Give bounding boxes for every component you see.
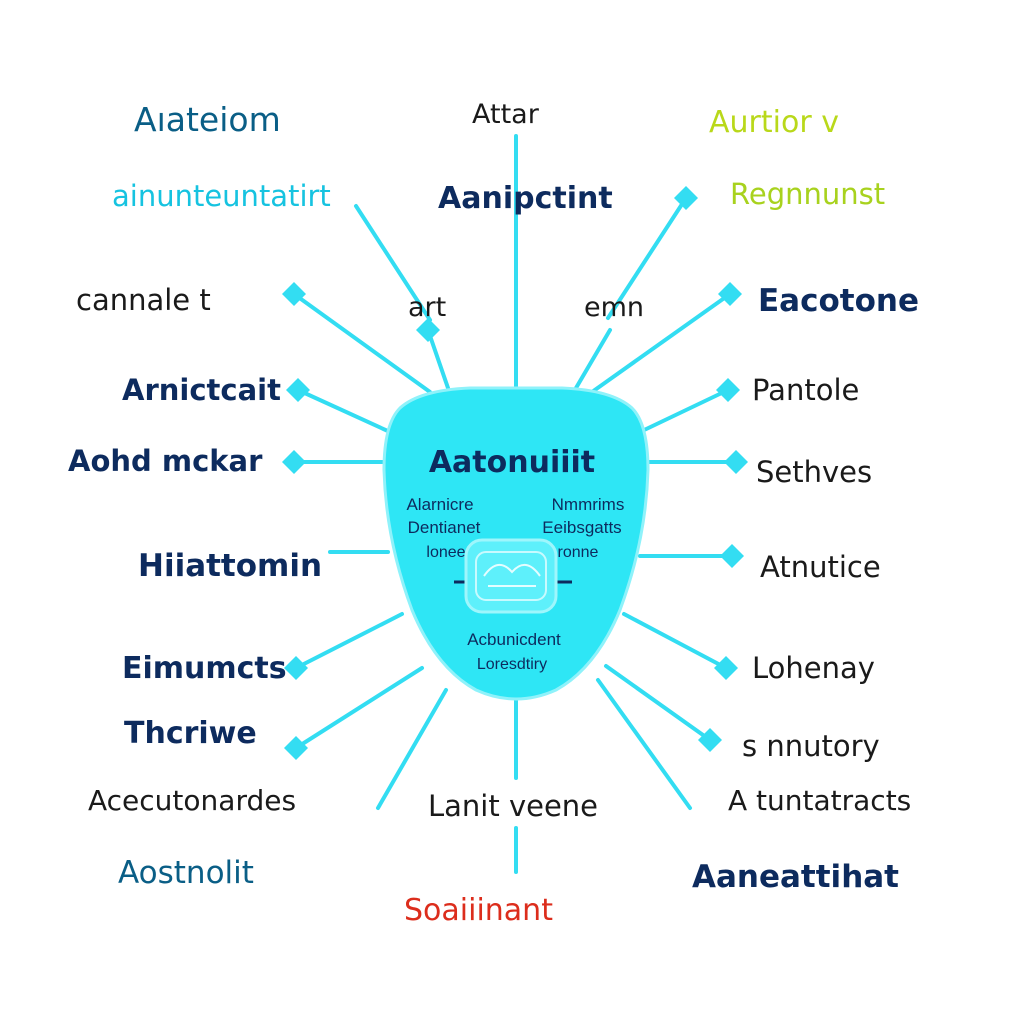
node-label: Regnnunst xyxy=(730,177,885,211)
diamond-marker-icon xyxy=(724,450,748,474)
central-hub: Aatonuiiit Alarnicre Dentianet lonee Nmm… xyxy=(382,386,650,701)
diamond-marker-icon xyxy=(284,656,308,680)
node-label: A tuntatracts xyxy=(728,784,911,817)
connector-art xyxy=(426,328,450,390)
connector-arnictcait xyxy=(296,388,392,434)
node-label: Aıateiom xyxy=(134,100,281,139)
diamond-marker-icon xyxy=(714,656,738,680)
diamond-marker-icon xyxy=(284,736,308,760)
diamond-marker-icon xyxy=(718,282,742,306)
diamond-marker-icon xyxy=(674,186,698,210)
connector-lower-right xyxy=(596,678,692,810)
node-label: Lanit veene xyxy=(428,789,598,823)
diamond-marker-icon xyxy=(720,544,744,568)
node-label: art xyxy=(408,292,446,323)
connector-thcriwe xyxy=(294,666,424,750)
node-label: Aostnolit xyxy=(118,855,254,891)
node-label: Aurtior v xyxy=(709,105,839,140)
node-label: Arnictcait xyxy=(122,373,281,407)
connector-emn xyxy=(574,328,612,390)
node-label: Hiiattomin xyxy=(138,548,322,584)
node-label: Eacotone xyxy=(758,283,919,319)
diamond-marker-icon xyxy=(698,728,722,752)
connector-lohenay xyxy=(622,612,728,670)
diamond-marker-icon xyxy=(282,450,306,474)
node-label: Aohd mckar xyxy=(68,444,263,478)
node-label: cannale t xyxy=(76,283,211,317)
node-label: Lohenay xyxy=(752,651,875,685)
connector-upper-right xyxy=(606,196,688,320)
hub-bottom-line-2: Loresdtiry xyxy=(477,656,547,673)
hub-left-line-2: Dentianet xyxy=(408,518,481,537)
connector-lower-left xyxy=(376,688,448,810)
node-label: Soaiiinant xyxy=(404,893,553,928)
node-labels: Aıateiom Attar Aurtior v ainunteuntatirt… xyxy=(68,99,919,928)
node-label: Attar xyxy=(472,99,540,130)
diamond-marker-icon xyxy=(282,282,306,306)
connector-cannale xyxy=(292,292,432,394)
hub-title: Aatonuiiit xyxy=(429,445,595,480)
node-label: Aanipctint xyxy=(438,181,613,216)
brain-chip-icon xyxy=(454,538,572,614)
node-label: s nnutory xyxy=(742,729,880,763)
hub-right-line-2: Eeibsgatts xyxy=(542,518,621,537)
node-label: Sethves xyxy=(756,455,872,489)
connector-eimumcts xyxy=(294,612,404,670)
hub-left-line-1: Alarnicre xyxy=(406,495,473,514)
hub-bottom-line-1: Acbunicdent xyxy=(467,630,561,649)
connector-lines xyxy=(292,134,738,874)
connector-pantole xyxy=(638,388,730,434)
node-label: emn xyxy=(584,292,644,323)
hub-right-line-1: Nmmrims xyxy=(552,495,625,514)
connector-eacotone xyxy=(590,292,732,394)
connector-endpoints xyxy=(282,186,748,760)
node-label: Eimumcts xyxy=(122,651,287,686)
node-label: Acecutonardes xyxy=(88,784,296,817)
connector-upper-left xyxy=(354,204,432,322)
hub-left-line-3: lonee xyxy=(426,544,465,561)
diamond-marker-icon xyxy=(416,318,440,342)
hub-right-line-3: ronne xyxy=(558,544,599,561)
node-label: ainunteuntatirt xyxy=(112,179,331,213)
connector-snnutory xyxy=(604,664,712,742)
diamond-marker-icon xyxy=(716,378,740,402)
node-label: Aaneattihat xyxy=(692,859,899,895)
node-label: Pantole xyxy=(752,373,859,407)
node-label: Thcriwe xyxy=(124,716,257,751)
diamond-marker-icon xyxy=(286,378,310,402)
node-label: Atnutice xyxy=(760,550,881,584)
